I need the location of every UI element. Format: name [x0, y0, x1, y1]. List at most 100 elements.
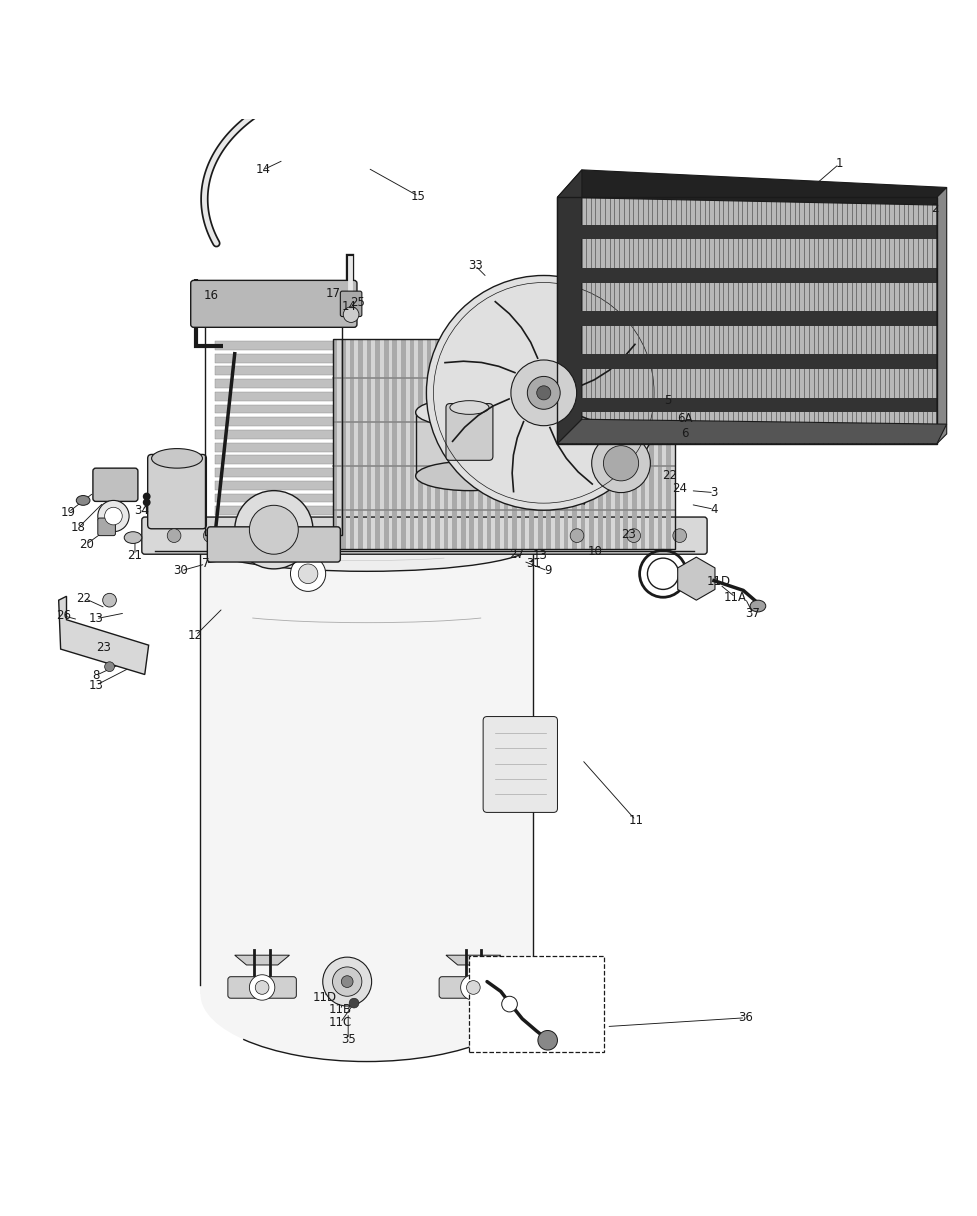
Circle shape [536, 385, 550, 400]
Circle shape [143, 499, 150, 506]
Text: 33: 33 [467, 259, 483, 272]
Text: 13: 13 [88, 613, 104, 625]
Bar [215, 340, 332, 350]
Bar [215, 480, 332, 490]
Bar [640, 339, 645, 550]
Bar [332, 339, 674, 550]
Polygon shape [936, 187, 946, 444]
Text: 3: 3 [709, 486, 717, 499]
Bar [606, 339, 611, 550]
Circle shape [460, 975, 486, 1001]
Text: 23: 23 [96, 641, 111, 654]
Bar [215, 443, 332, 451]
Text: 24: 24 [671, 483, 687, 495]
Bar [435, 339, 440, 550]
Bar [478, 339, 483, 550]
Bar [563, 339, 568, 550]
Bar [200, 545, 532, 995]
Bar [392, 339, 397, 550]
Text: 18: 18 [70, 522, 86, 534]
Text: 17: 17 [325, 287, 341, 299]
Text: 37: 37 [744, 607, 760, 620]
Circle shape [349, 998, 359, 1008]
Text: 11B: 11B [328, 1003, 352, 1017]
Polygon shape [234, 956, 289, 966]
Text: 26: 26 [56, 609, 71, 623]
Circle shape [242, 529, 256, 542]
FancyBboxPatch shape [142, 517, 706, 554]
Bar [665, 339, 670, 550]
Text: 21: 21 [127, 548, 143, 562]
Ellipse shape [124, 531, 142, 544]
Text: 8: 8 [92, 669, 100, 682]
Bar [572, 339, 576, 550]
Text: 31: 31 [526, 557, 541, 570]
FancyBboxPatch shape [191, 281, 357, 327]
Text: 23: 23 [620, 528, 636, 541]
Ellipse shape [449, 400, 488, 415]
Polygon shape [677, 557, 714, 601]
Text: 13: 13 [531, 548, 547, 562]
Text: 12: 12 [188, 629, 203, 642]
Polygon shape [557, 170, 581, 444]
Ellipse shape [200, 518, 532, 572]
Circle shape [343, 306, 359, 322]
Bar [332, 339, 674, 550]
Ellipse shape [151, 449, 202, 468]
Ellipse shape [200, 927, 532, 1062]
Bar [383, 339, 388, 550]
Polygon shape [446, 956, 500, 966]
Text: 2: 2 [930, 203, 938, 215]
Bar [469, 339, 474, 550]
Circle shape [603, 445, 638, 480]
Text: 6A: 6A [676, 412, 692, 424]
FancyBboxPatch shape [483, 716, 557, 812]
Bar [358, 339, 362, 550]
Bar [444, 339, 448, 550]
Bar [503, 339, 508, 550]
Bar [649, 339, 654, 550]
Bar [557, 197, 936, 444]
Text: 6: 6 [680, 427, 688, 440]
Bar [557, 398, 936, 412]
Circle shape [167, 529, 181, 542]
Circle shape [298, 564, 318, 584]
Bar [341, 339, 346, 550]
Circle shape [466, 980, 480, 995]
Bar [215, 417, 332, 426]
Bar [460, 339, 465, 550]
Text: 19: 19 [61, 506, 76, 519]
Text: 36: 36 [737, 1012, 752, 1024]
Circle shape [249, 506, 298, 554]
Bar [520, 339, 525, 550]
Circle shape [143, 492, 150, 501]
Circle shape [426, 276, 660, 511]
Bar [215, 392, 332, 400]
Text: 11D: 11D [313, 991, 336, 1003]
Bar [451, 339, 456, 550]
Text: 9: 9 [543, 564, 551, 578]
Bar [350, 339, 354, 550]
Text: 11: 11 [627, 814, 643, 827]
Text: 1: 1 [834, 158, 842, 170]
Text: 11C: 11C [328, 1017, 352, 1029]
Bar [657, 339, 661, 550]
Bar [215, 494, 332, 502]
FancyBboxPatch shape [340, 291, 361, 316]
Bar [486, 339, 490, 550]
Text: 16: 16 [203, 288, 219, 302]
Bar [215, 366, 332, 376]
Ellipse shape [415, 461, 523, 490]
Polygon shape [557, 420, 946, 444]
FancyBboxPatch shape [228, 976, 296, 998]
Bar [215, 456, 332, 465]
Ellipse shape [415, 398, 523, 427]
Circle shape [626, 529, 640, 542]
Circle shape [98, 501, 129, 531]
Bar [401, 339, 405, 550]
Bar [366, 339, 371, 550]
Circle shape [322, 957, 371, 1006]
Ellipse shape [76, 496, 90, 506]
FancyBboxPatch shape [439, 976, 507, 998]
Circle shape [103, 593, 116, 607]
